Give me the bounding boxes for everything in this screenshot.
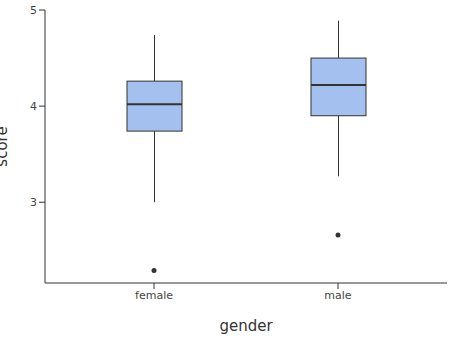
svg-text:4: 4: [30, 100, 37, 113]
svg-text:female: female: [135, 289, 173, 302]
svg-text:5: 5: [30, 4, 37, 17]
svg-text:gender: gender: [219, 317, 273, 335]
svg-text:male: male: [324, 289, 352, 302]
svg-text:score: score: [8, 126, 11, 166]
svg-text:3: 3: [30, 196, 37, 209]
